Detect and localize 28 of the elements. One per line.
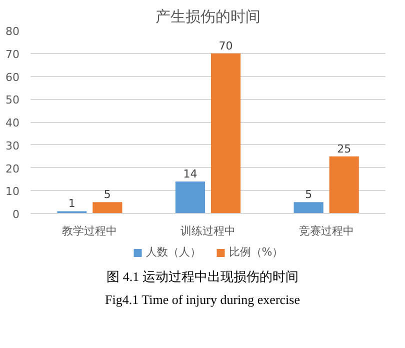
data-label: 70 bbox=[218, 39, 233, 52]
data-label: 5 bbox=[104, 188, 111, 202]
bar bbox=[175, 181, 206, 214]
bar bbox=[210, 53, 241, 214]
data-label: 1 bbox=[68, 197, 76, 210]
data-label: 14 bbox=[183, 167, 198, 180]
caption: 图 4.1 运动过程中出现损伤的时间 bbox=[106, 268, 298, 286]
y-tick-label: 10 bbox=[6, 185, 20, 198]
chart-title: 产生损伤的时间 bbox=[156, 8, 260, 26]
data-label: 5 bbox=[305, 188, 312, 202]
x-tick-label: 训练过程中 bbox=[180, 224, 236, 238]
y-tick-label: 40 bbox=[6, 116, 20, 130]
data-label: 25 bbox=[337, 142, 352, 156]
caption: Fig4.1 Time of injury during exercise bbox=[105, 290, 300, 309]
y-tick-label: 70 bbox=[6, 48, 20, 61]
bar bbox=[294, 202, 324, 214]
y-tick-label: 0 bbox=[12, 208, 20, 221]
x-tick-label: 教学过程中 bbox=[62, 224, 118, 238]
y-tick-label: 50 bbox=[6, 94, 20, 107]
x-tick-label: 竞赛过程中 bbox=[298, 224, 354, 238]
y-tick-label: 20 bbox=[6, 162, 20, 176]
y-tick-label: 30 bbox=[6, 139, 20, 152]
bar bbox=[92, 202, 122, 214]
legend-label: 比例（%） bbox=[228, 244, 284, 260]
y-tick-label: 80 bbox=[6, 25, 20, 38]
legend-label: 人数（人） bbox=[146, 244, 201, 260]
bar bbox=[329, 156, 359, 214]
y-tick-label: 60 bbox=[6, 70, 20, 84]
